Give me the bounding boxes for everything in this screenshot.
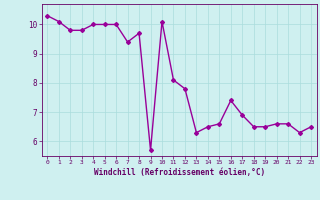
X-axis label: Windchill (Refroidissement éolien,°C): Windchill (Refroidissement éolien,°C) — [94, 168, 265, 177]
